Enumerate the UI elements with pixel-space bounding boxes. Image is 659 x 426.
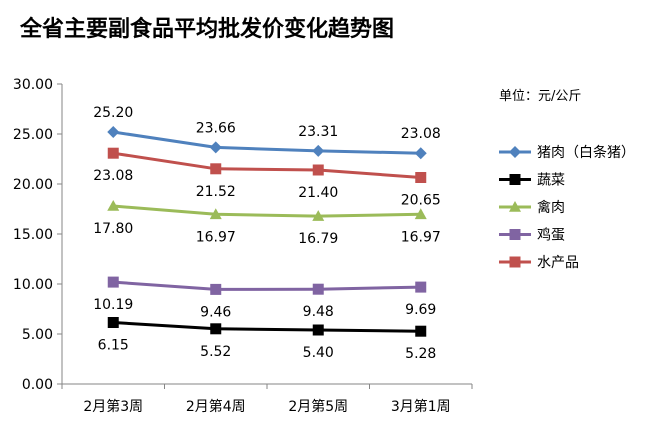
x-tick-label: 2月第3周	[83, 398, 143, 415]
data-point	[210, 163, 222, 175]
series-2: 17.80 16.97 16.79 16.97	[93, 200, 441, 247]
data-label: 25.20	[93, 105, 133, 121]
data-label: 5.40	[303, 345, 334, 361]
data-label: 21.52	[196, 184, 236, 200]
y-tick-label: 20.00	[13, 177, 53, 193]
data-point	[312, 283, 324, 295]
data-label: 16.97	[401, 229, 441, 245]
legend-marker	[509, 146, 521, 158]
data-point	[312, 144, 325, 157]
data-point	[210, 323, 222, 335]
data-point	[414, 208, 427, 220]
data-point	[107, 200, 120, 211]
data-point	[107, 126, 120, 138]
x-tick-label: 2月第4周	[186, 398, 246, 415]
data-label: 10.19	[93, 297, 133, 313]
y-tick-label: 30.00	[13, 77, 53, 93]
data-point	[210, 283, 222, 295]
series-0: 25.20 23.66 23.31 23.08	[93, 105, 441, 160]
data-point	[415, 325, 427, 337]
y-tick-label: 0.00	[22, 377, 53, 393]
data-label: 6.15	[98, 338, 129, 354]
data-label: 9.46	[200, 304, 231, 320]
legend-item: 鸡蛋	[499, 227, 565, 244]
legend-label: 水产品	[537, 255, 579, 271]
legend-marker	[509, 256, 521, 268]
data-point	[209, 141, 222, 154]
data-label: 23.08	[93, 168, 133, 184]
data-label: 16.97	[196, 229, 236, 245]
data-point	[312, 164, 324, 176]
y-tick-label: 10.00	[13, 277, 53, 293]
legend-item: 水产品	[499, 255, 579, 271]
y-tick-label: 15.00	[13, 227, 53, 243]
series-4: 23.08 21.52 21.40 20.65	[93, 147, 441, 209]
data-label: 5.28	[405, 346, 436, 362]
data-label: 9.48	[303, 304, 334, 320]
chart-title: 全省主要副食品平均批发价变化趋势图	[19, 16, 394, 42]
legend-marker	[509, 174, 521, 185]
legend-label: 鸡蛋	[537, 227, 565, 244]
series-line	[113, 204, 421, 218]
legend-item: 猪肉（白条猪）	[499, 144, 635, 161]
data-label: 16.79	[298, 231, 338, 247]
legend-label: 猪肉（白条猪）	[537, 144, 635, 161]
legend-label: 蔬菜	[537, 173, 565, 189]
series-line	[113, 321, 421, 333]
series-line	[113, 151, 421, 179]
series-3: 10.19 9.46 9.48 9.69	[93, 276, 436, 320]
data-label: 20.65	[401, 193, 441, 209]
legend-marker	[509, 229, 521, 240]
x-tick-label: 3月第1周	[391, 398, 451, 415]
axes: 0.00 5.00 10.00 15.00 20.00 25.00 30.00 2月第3周 2月…	[13, 77, 473, 415]
data-label: 9.69	[405, 302, 436, 318]
data-point	[107, 317, 119, 328]
series-1: 6.15 5.52 5.40 5.28	[98, 317, 436, 362]
data-point	[312, 324, 324, 336]
data-point	[415, 172, 427, 183]
data-label: 5.52	[200, 344, 231, 360]
legend-marker	[509, 201, 521, 212]
data-point	[209, 208, 222, 220]
legend-item: 蔬菜	[499, 173, 565, 189]
series-layer: 25.20 23.66 23.31 23.08 6.15 5.52 5.40 5.28 17.8…	[93, 105, 441, 362]
unit-label: 单位：元/公斤	[499, 89, 581, 104]
x-tick-label: 2月第5周	[288, 398, 348, 415]
series-line	[113, 130, 421, 155]
data-label: 23.66	[196, 120, 236, 136]
data-point	[312, 210, 325, 221]
data-point	[107, 276, 119, 288]
data-label: 23.08	[401, 126, 441, 142]
data-point	[415, 281, 427, 293]
data-point	[107, 147, 119, 159]
data-label: 21.40	[298, 185, 338, 201]
legend-label: 禽肉	[537, 199, 565, 216]
legend-item: 禽肉	[499, 199, 565, 216]
data-label: 23.31	[298, 124, 338, 140]
y-tick-label: 5.00	[22, 327, 53, 343]
data-point	[414, 147, 427, 160]
data-label: 17.80	[93, 221, 133, 237]
y-tick-label: 25.00	[13, 127, 53, 143]
series-line	[113, 280, 421, 291]
